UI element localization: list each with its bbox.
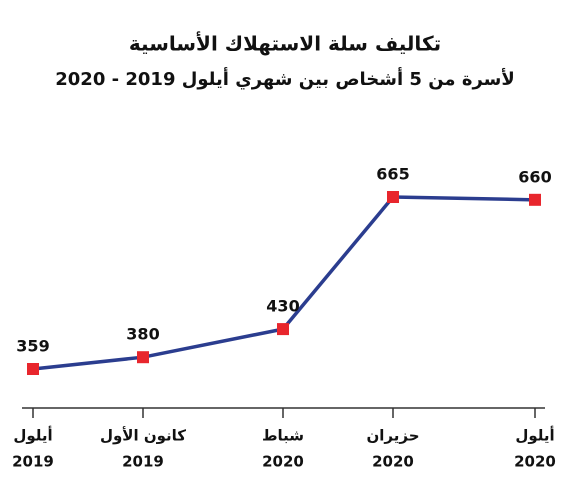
x-tick-label: كانون الأول [100, 427, 186, 445]
x-tick-label: حزيران [366, 427, 419, 445]
data-point [529, 193, 541, 206]
x-tick-label: 2019 [122, 453, 164, 471]
data-label: 430 [266, 297, 299, 316]
x-tick-label: 2020 [514, 453, 556, 471]
x-tick-label: 2019 [12, 453, 54, 471]
data-point [137, 351, 149, 364]
chart-title: تكاليف سلة الاستهلاك الأساسية [129, 31, 441, 56]
x-tick-label: شباط [262, 427, 304, 445]
x-tick-label: 2020 [372, 453, 414, 471]
x-tick-label: أيلول [13, 426, 52, 445]
data-point [387, 191, 399, 204]
data-point [27, 363, 39, 376]
data-label: 660 [518, 167, 551, 186]
x-tick-label: أيلول [515, 426, 554, 445]
data-label: 665 [376, 165, 409, 184]
chart-subtitle: لأسرة من 5 أشخاص بين شهري أيلول 2019 - 2… [55, 67, 515, 90]
data-point [277, 323, 289, 336]
data-line [32, 195, 536, 371]
data-label: 359 [16, 337, 49, 356]
x-tick-label: 2020 [262, 453, 304, 471]
data-label: 380 [126, 325, 159, 344]
